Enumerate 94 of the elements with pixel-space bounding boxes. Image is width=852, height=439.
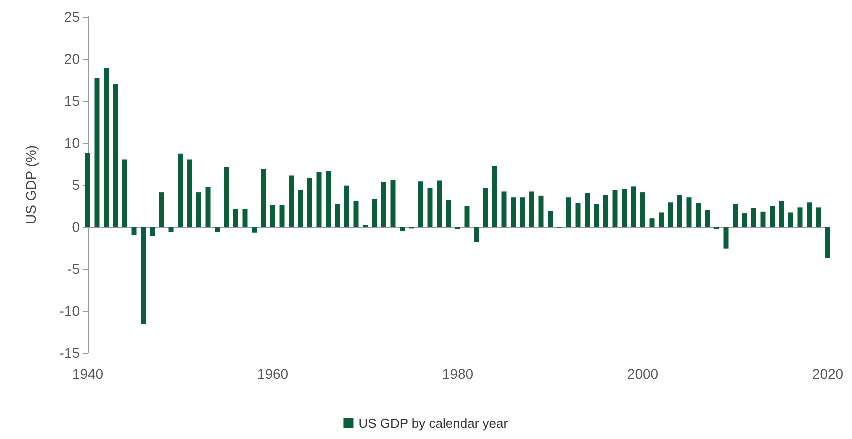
bar [160,192,164,227]
bar [668,202,674,227]
bar [196,192,202,227]
bar [122,160,128,227]
bar [566,198,572,227]
bar [280,205,285,227]
bar [428,188,433,227]
bar [372,199,378,227]
bar [141,227,146,324]
bar [650,218,655,227]
bar [548,211,553,227]
x-tick-label: 1960 [257,366,289,382]
y-tick-label: -5 [68,261,80,277]
bar [686,198,692,227]
bar [178,154,183,227]
bar [770,206,775,227]
legend-label: US GDP by calendar year [358,416,509,431]
bar [714,227,720,230]
bar [446,200,452,227]
bar [631,186,636,227]
bar [492,166,498,227]
bar [604,195,608,227]
x-tick-label: 2020 [812,366,844,382]
bar [242,209,248,227]
bar [86,153,90,227]
y-tick-label: 20 [64,51,80,67]
bar [289,176,294,227]
bar [94,78,100,227]
bar [798,208,803,227]
bar [788,212,794,227]
bar [382,182,386,227]
y-axis-title: US GDP (%) [23,145,39,225]
bar [724,227,729,249]
bar [612,190,618,227]
bar [807,202,812,227]
bar [464,206,470,227]
x-tick-label: 1980 [442,366,474,382]
bar [326,172,331,227]
bar [816,208,822,227]
bar [344,186,350,227]
bar [298,190,304,227]
bar [335,204,340,227]
y-tick-label: -15 [60,345,80,361]
bar [104,68,109,227]
y-tick-label: -10 [60,303,80,319]
bar [113,84,118,227]
bar [206,188,211,227]
bar [354,200,359,227]
bar [261,169,266,227]
bar [502,192,507,227]
bar [168,227,174,232]
bar [705,210,710,227]
y-tick-label: 10 [64,135,80,151]
x-tick-label: 2000 [627,366,659,382]
bar [752,208,756,227]
y-tick-label: 5 [72,177,80,193]
bar [530,192,534,227]
bar [659,212,664,227]
bar [132,227,137,236]
bar [483,188,488,227]
y-tick-label: 15 [64,93,80,109]
y-tick-label: 0 [72,219,80,235]
bar [474,227,479,242]
bar [538,196,544,227]
bar [215,227,220,232]
bar [400,227,405,232]
bar [456,227,460,230]
bar [733,204,738,227]
bar [779,200,784,227]
bar [742,214,748,227]
bar [316,172,322,227]
bar [826,227,830,258]
bar [760,212,766,227]
bar [640,192,646,227]
bar [585,193,590,227]
bar [520,198,526,227]
bar [252,227,257,233]
bar [418,182,424,227]
bar [678,195,682,227]
bar [576,203,581,227]
bar [270,205,276,227]
bar [224,167,230,227]
bar [390,180,396,227]
bar [696,203,701,227]
bar [187,160,192,227]
y-tick-label: 25 [64,9,80,25]
bar [622,189,627,227]
bar [511,198,516,227]
bar [150,227,156,236]
bar [437,180,442,227]
bar [594,204,600,227]
x-tick-label: 1940 [72,366,104,382]
bar [308,178,312,227]
bar [234,209,238,227]
